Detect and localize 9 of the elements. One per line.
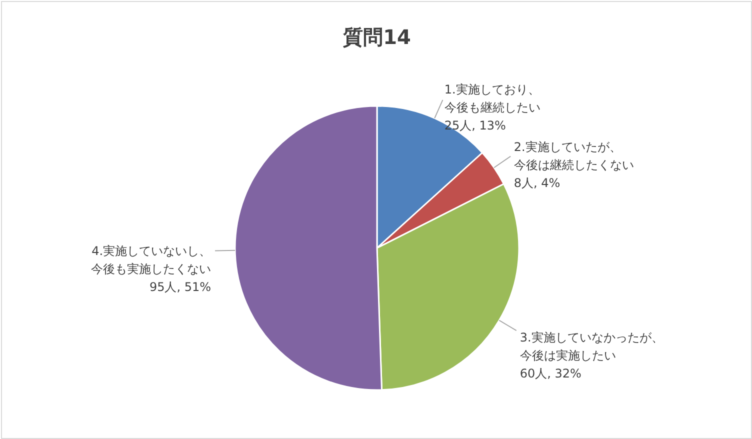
data-label: 25人, 13% [444,118,506,132]
slice-label: 4.実施していないし、今後も実施したくない [91,244,212,276]
chart-title: 質問14 [342,25,411,49]
slice-label: 1.実施しており、今後も継続したい [444,82,540,114]
slice-label: 2.実施していたが、今後は継続したくない [514,140,634,172]
slice-label: 3.実施していなかったが、今後は実施したい [520,330,664,363]
data-label: 95人, 51% [149,280,212,294]
data-label: 60人, 32% [520,366,582,381]
data-label: 8人, 4% [514,176,560,190]
